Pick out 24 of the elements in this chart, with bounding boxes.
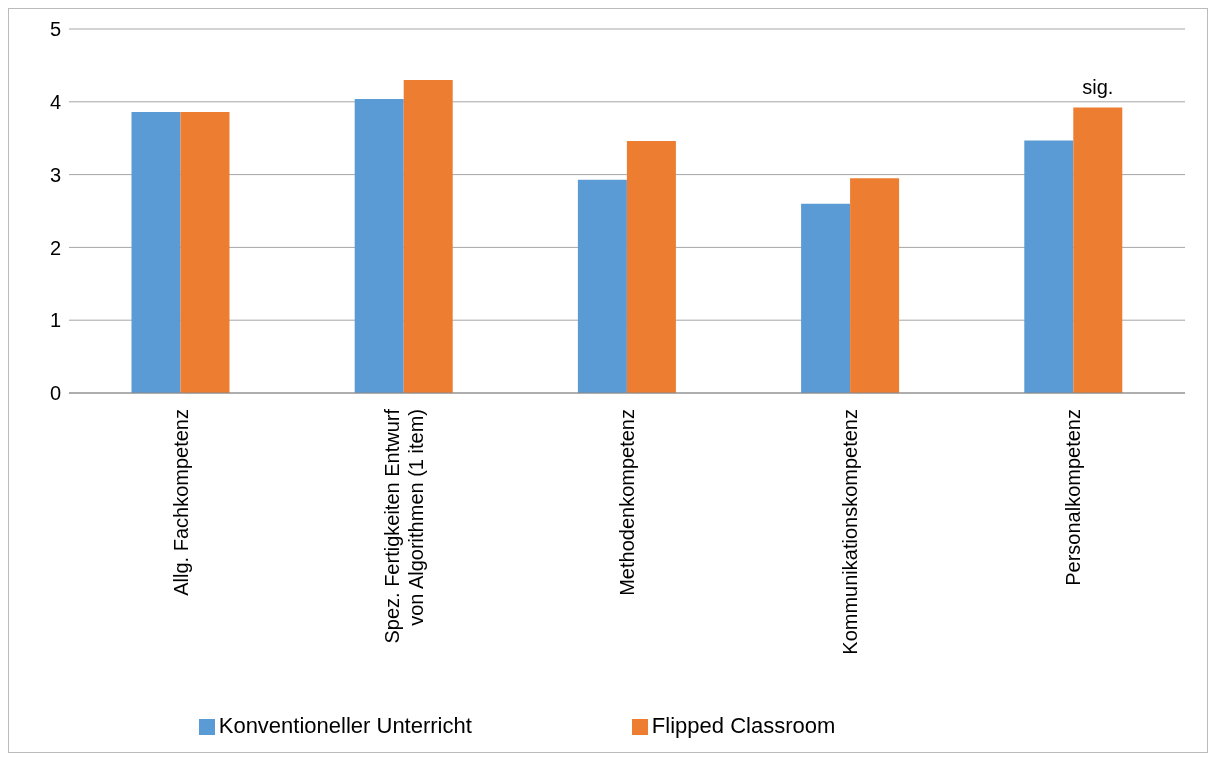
x-tick-label: Personalkompetenz xyxy=(1062,409,1085,586)
bar xyxy=(354,98,404,393)
bar xyxy=(801,203,851,393)
bar xyxy=(577,179,627,393)
bar xyxy=(131,111,181,393)
x-tick-label: Methodenkompetenz xyxy=(616,409,638,596)
x-tick-label: Spez. Fertigkeiten Entwurf von Algorithmen (1 item) xyxy=(380,408,427,644)
annotation: sig. xyxy=(1082,75,1114,98)
x-tick-label: Kommunikationskompetenz xyxy=(839,409,862,655)
y-tick-label: 2 xyxy=(49,236,61,259)
bar xyxy=(180,111,230,393)
y-tick-label: 1 xyxy=(49,309,61,332)
y-tick-label: 0 xyxy=(49,382,61,405)
x-tick-label: Allg. Fachkompetenz xyxy=(169,409,192,596)
y-tick-label: 4 xyxy=(49,90,61,113)
bar xyxy=(850,178,900,393)
legend-label: Flipped Classroom xyxy=(651,713,836,738)
bar xyxy=(1024,140,1074,393)
bar xyxy=(403,79,453,393)
bar xyxy=(626,141,676,393)
bar xyxy=(1073,107,1123,393)
legend-label: Konventioneller Unterricht xyxy=(218,713,472,738)
y-tick-label: 5 xyxy=(49,18,61,41)
y-tick-label: 3 xyxy=(49,163,61,186)
